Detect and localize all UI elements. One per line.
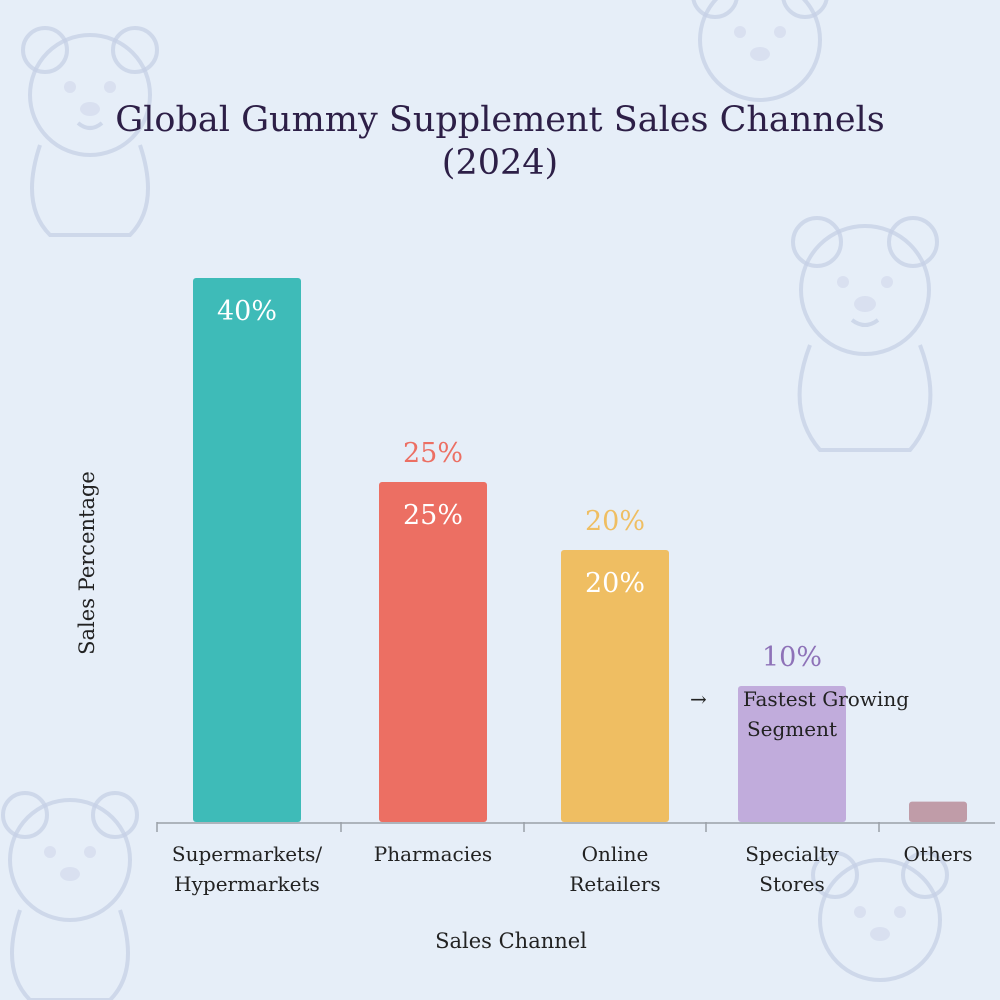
bear-icon bbox=[1, 791, 139, 1000]
x-tick-label: Retailers bbox=[569, 872, 660, 896]
bar-value-label-inside: 20% bbox=[585, 568, 645, 599]
chart-subtitle: (2024) bbox=[442, 143, 558, 183]
bar-value-label-inside: 25% bbox=[403, 500, 463, 531]
annotation-arrow-icon: → bbox=[690, 687, 707, 711]
x-tick-label: Specialty bbox=[745, 842, 839, 866]
x-tick-label: Online bbox=[582, 842, 649, 866]
x-axis-label: Sales Channel bbox=[435, 929, 587, 953]
x-tick-label: Others bbox=[904, 842, 973, 866]
bar-3 bbox=[561, 550, 669, 822]
bar-value-label-inside: 40% bbox=[217, 296, 277, 327]
bear-icon bbox=[691, 0, 829, 102]
x-tick-label: Hypermarkets bbox=[174, 872, 320, 896]
x-tick-label: Supermarkets/ bbox=[172, 842, 322, 866]
bars-group bbox=[193, 278, 967, 822]
x-tick-label: Pharmacies bbox=[374, 842, 492, 866]
bear-icon bbox=[791, 216, 939, 452]
bar-1 bbox=[193, 278, 301, 822]
bear-icon bbox=[811, 851, 949, 982]
annotation-text: Segment bbox=[747, 717, 837, 741]
x-ticks-group bbox=[156, 822, 880, 832]
bar-2 bbox=[379, 482, 487, 822]
chart-title: Global Gummy Supplement Sales Channels bbox=[115, 100, 884, 140]
bar-value-label-top: 20% bbox=[585, 506, 645, 537]
annotation-text: Fastest Growing bbox=[743, 687, 909, 711]
bar-4 bbox=[738, 686, 846, 822]
x-tick-label: Stores bbox=[759, 872, 824, 896]
bar-value-label-top: 25% bbox=[403, 438, 463, 469]
y-axis-label: Sales Percentage bbox=[75, 471, 99, 655]
labels-group: 40% Supermarkets/Hypermarkets 25% 25% Pharma… bbox=[172, 296, 973, 896]
bear-icon bbox=[21, 26, 159, 237]
bar-value-label-top: 10% bbox=[762, 642, 822, 673]
bar-5 bbox=[909, 801, 967, 822]
